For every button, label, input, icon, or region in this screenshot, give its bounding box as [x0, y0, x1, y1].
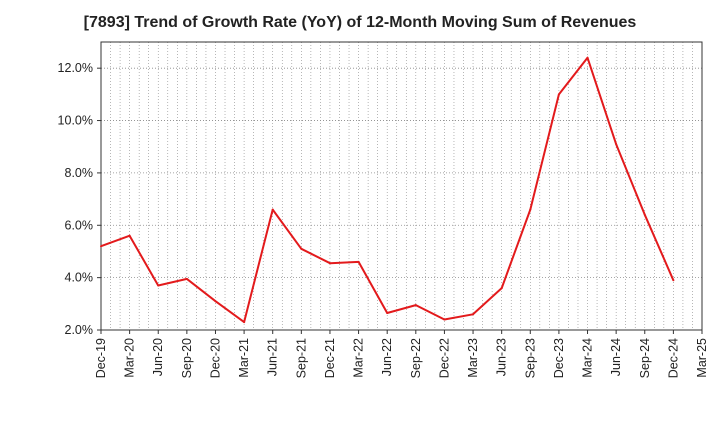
- x-tick-label: Jun-21: [266, 338, 280, 376]
- x-tick-label: Dec-24: [666, 338, 680, 378]
- y-tick-label: 10.0%: [58, 114, 93, 128]
- data-point: [386, 311, 389, 314]
- data-point: [157, 284, 160, 287]
- x-tick-label: Dec-20: [208, 338, 222, 378]
- data-point: [357, 260, 360, 263]
- data-point: [243, 321, 246, 324]
- x-tick-label: Sep-23: [523, 338, 537, 378]
- x-tick-label: Mar-20: [123, 338, 137, 378]
- x-tick-label: Dec-23: [552, 338, 566, 378]
- data-point: [328, 262, 331, 265]
- data-point: [472, 313, 475, 316]
- x-tick-label: Mar-24: [581, 338, 595, 378]
- x-tick-label: Dec-21: [323, 338, 337, 378]
- x-tick-label: Jun-22: [380, 338, 394, 376]
- data-point: [300, 247, 303, 250]
- data-point: [185, 277, 188, 280]
- y-tick-label: 6.0%: [65, 218, 94, 232]
- x-tick-label: Sep-22: [409, 338, 423, 378]
- y-tick-label: 8.0%: [65, 166, 94, 180]
- data-point: [557, 93, 560, 96]
- data-point: [214, 300, 217, 303]
- data-point: [643, 213, 646, 216]
- y-tick-label: 12.0%: [58, 61, 93, 75]
- data-point: [128, 234, 131, 237]
- x-tick-label: Sep-21: [294, 338, 308, 378]
- x-tick-label: Mar-25: [695, 338, 709, 378]
- data-point: [529, 208, 532, 211]
- data-point: [500, 287, 503, 290]
- data-point: [672, 279, 675, 282]
- data-point: [443, 318, 446, 321]
- x-tick-label: Jun-24: [609, 338, 623, 376]
- plot-frame: [100, 41, 703, 331]
- data-point: [615, 143, 618, 146]
- x-tick-label: Jun-20: [151, 338, 165, 376]
- y-tick-label: 4.0%: [65, 271, 94, 285]
- x-tick-label: Dec-22: [437, 338, 451, 378]
- x-tick-label: Mar-22: [352, 338, 366, 378]
- x-tick-label: Dec-19: [94, 338, 108, 378]
- x-tick-label: Sep-24: [638, 338, 652, 378]
- x-tick-label: Sep-20: [180, 338, 194, 378]
- y-tick-label: 2.0%: [65, 323, 94, 337]
- chart-title: [7893] Trend of Growth Rate (YoY) of 12-…: [83, 14, 637, 31]
- data-point: [100, 245, 102, 248]
- data-point: [586, 56, 589, 59]
- x-tick-label: Mar-23: [466, 338, 480, 378]
- x-tick-label: Mar-21: [237, 338, 251, 378]
- data-point: [271, 208, 274, 211]
- x-tick-label: Jun-23: [495, 338, 509, 376]
- data-point: [414, 304, 417, 307]
